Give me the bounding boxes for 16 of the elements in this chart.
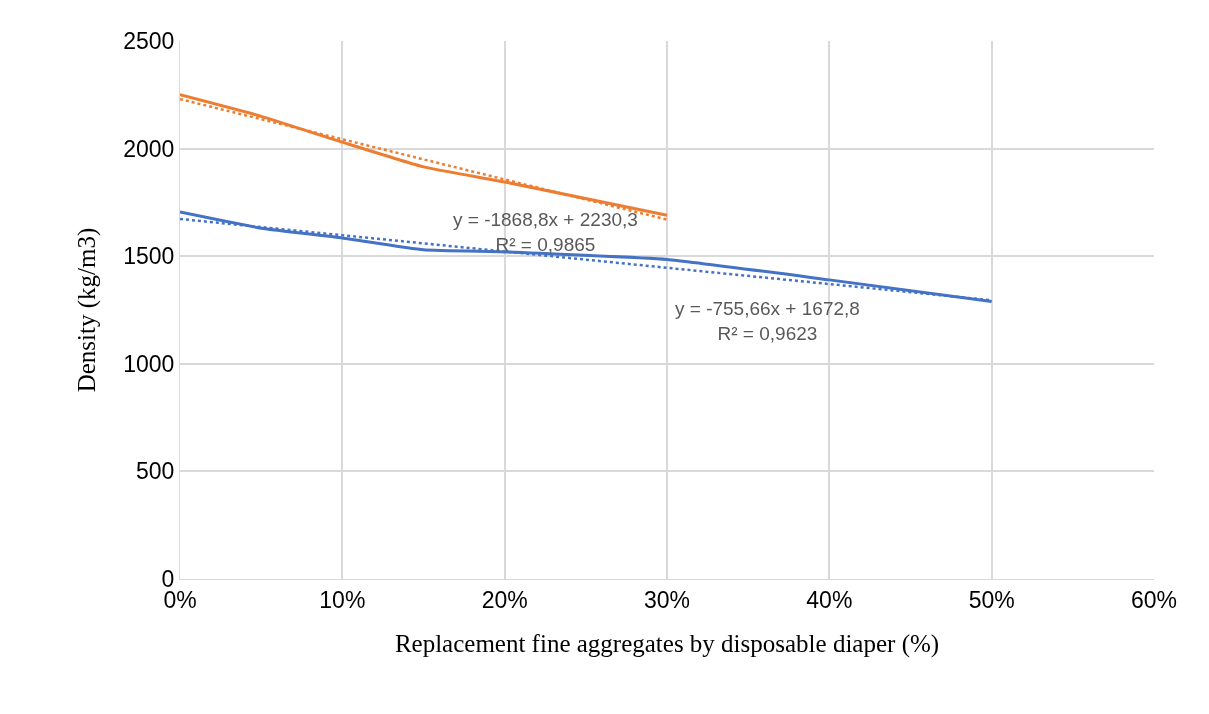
x-tick-label: 40% [806, 586, 853, 613]
x-tick-label: 0% [163, 586, 197, 613]
x-tick-label: 20% [481, 586, 528, 613]
x-tick-label: 50% [968, 586, 1015, 613]
y-tick-label: 1000 [123, 350, 175, 377]
y-tick-label: 500 [136, 458, 175, 485]
annotation: y = -1868,8x + 2230,3 R² = 0,9865 [453, 209, 638, 255]
x-axis-title: Replacement fine aggregates by disposable diaper (%) [394, 629, 940, 658]
x-tick-label: 10% [319, 586, 366, 613]
y-tick-label: 1500 [123, 243, 175, 270]
annotation: y = -755,66x + 1672,8 R² = 0,9623 [675, 298, 860, 344]
y-tick-label: 2000 [123, 135, 175, 162]
x-tick-label: 30% [643, 586, 691, 613]
y-axis-title: Density (kg/m3) [72, 227, 101, 393]
y-tick-label: 2500 [123, 28, 175, 55]
x-tick-label: 60% [1130, 586, 1178, 613]
